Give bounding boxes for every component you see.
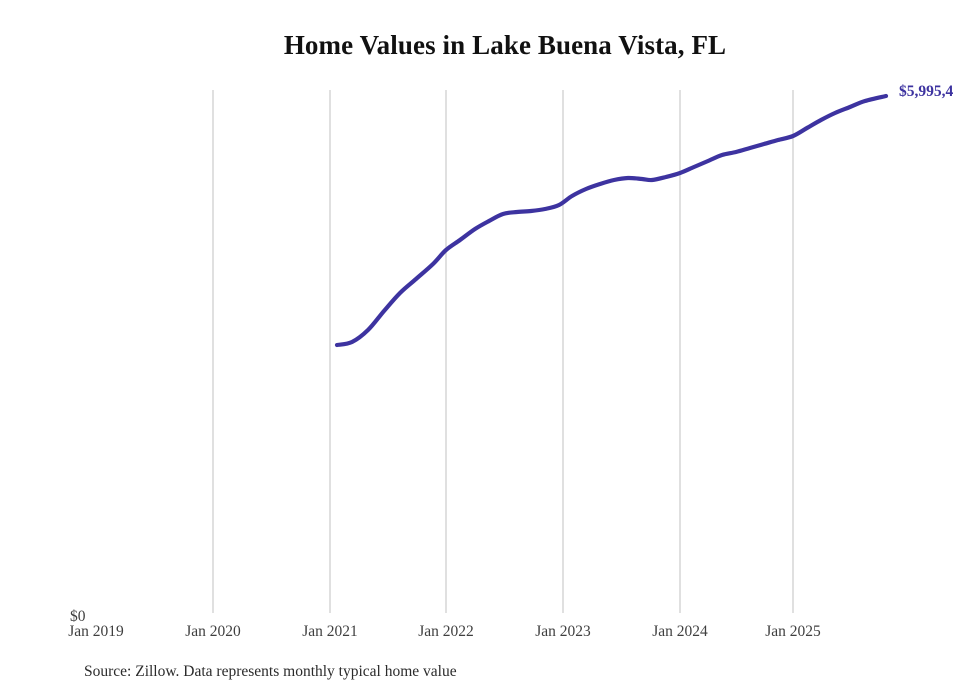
- x-tick-jan-2024: Jan 2024: [652, 623, 708, 640]
- x-tick-jan-2023: Jan 2023: [535, 623, 591, 640]
- data-series-line: [334, 93, 889, 348]
- gridlines-group: [212, 90, 794, 613]
- x-tick-jan-2020: Jan 2020: [185, 623, 241, 640]
- chart-title: Home Values in Lake Buena Vista, FL: [283, 30, 727, 60]
- source-note: Source: Zillow. Data represents monthly …: [84, 663, 457, 680]
- x-tick-jan-2019: Jan 2019: [68, 623, 124, 640]
- x-tick-jan-2022: Jan 2022: [418, 623, 474, 640]
- x-tick-jan-2021: Jan 2021: [302, 623, 358, 640]
- y-tick-0: $0: [70, 608, 86, 625]
- x-tick-jan-2025: Jan 2025: [765, 623, 821, 640]
- series-end-value-label: $5,995,4: [899, 83, 954, 100]
